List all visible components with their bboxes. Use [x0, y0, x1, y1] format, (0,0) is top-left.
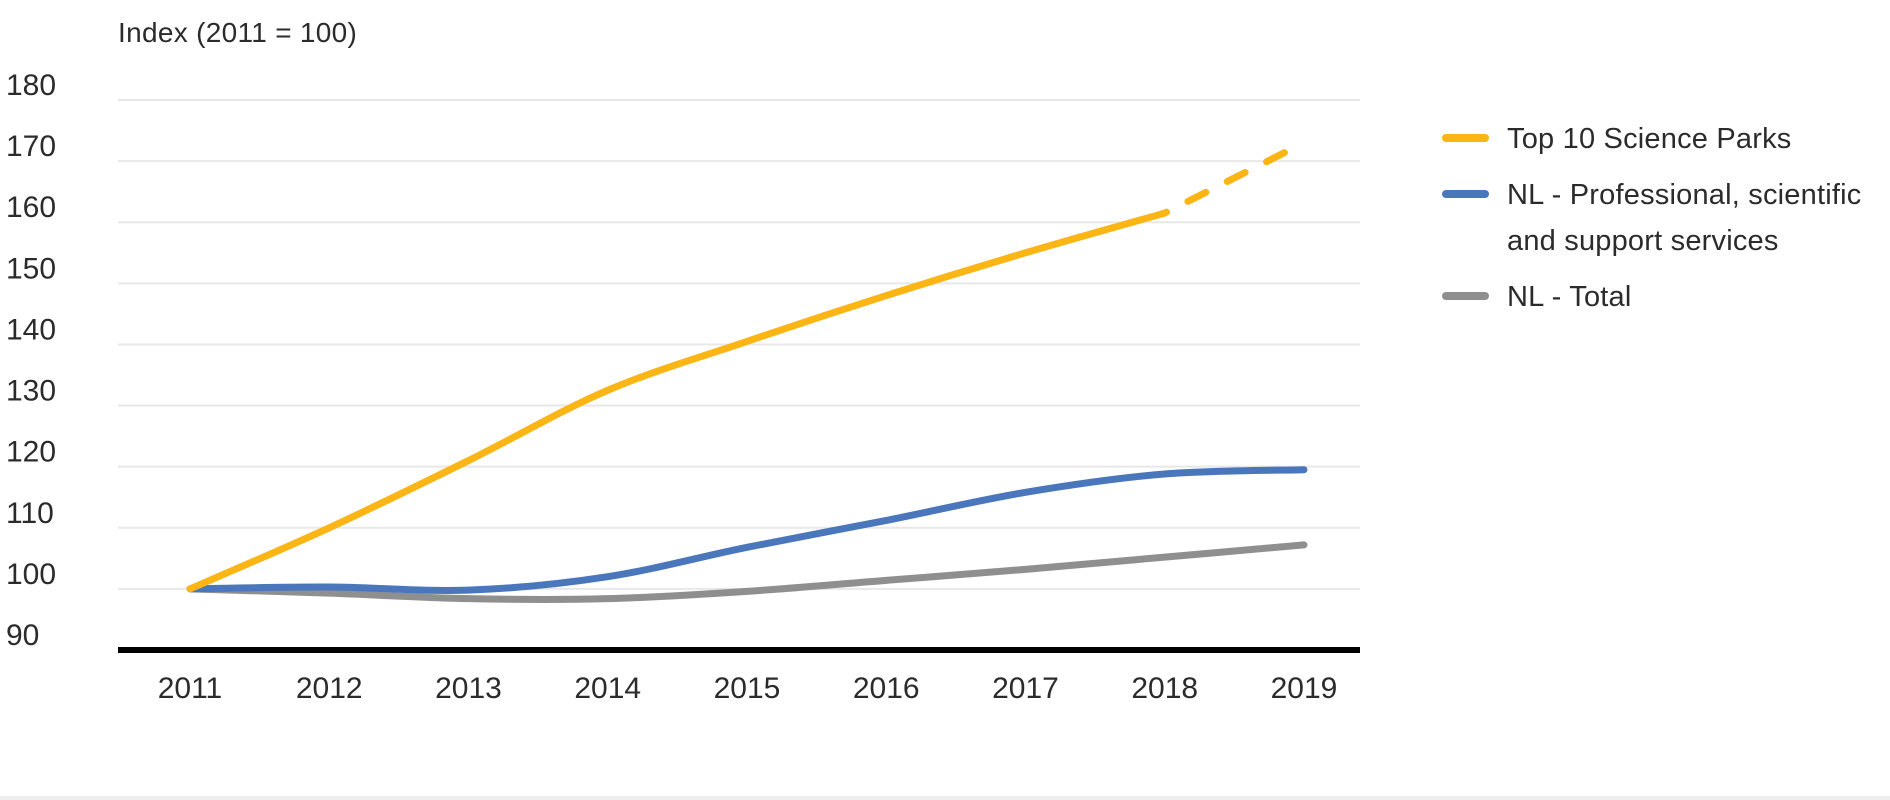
x-axis-tick-label: 2011 — [158, 672, 223, 705]
legend-label-nl-total: NL - Total — [1507, 281, 1632, 313]
legend-label-top10-science-parks: Top 10 Science Parks — [1507, 123, 1792, 155]
legend-item: Top 10 Science Parks — [1442, 116, 1890, 162]
legend-swatch-nl-professional — [1442, 190, 1489, 198]
x-axis-tick-label: 2017 — [992, 672, 1059, 705]
legend-label-nl-professional: NL - Professional, scientific and suppor… — [1507, 179, 1862, 257]
chart-title: Index (2011 = 100) — [118, 17, 358, 48]
legend-item: NL - Professional, scientific and suppor… — [1442, 172, 1890, 264]
series-line-top-10-science-parks-forecast-dashed — [1161, 139, 1308, 217]
series-line-nl-total — [186, 541, 1308, 603]
x-axis-tick-label: 2013 — [435, 672, 502, 705]
x-axis-tick-label: 2015 — [714, 672, 781, 705]
legend: Top 10 Science Parks NL - Professional, … — [1442, 116, 1890, 330]
y-axis-tick-label: 90 — [6, 619, 39, 652]
x-axis-tick-label: 2018 — [1131, 672, 1198, 705]
x-axis-tick-label: 2019 — [1271, 672, 1338, 705]
y-axis-tick-label: 160 — [6, 191, 56, 224]
y-axis-tick-label: 110 — [6, 497, 54, 530]
x-axis-tick-label: 2016 — [853, 672, 920, 705]
y-axis-tick-label: 140 — [6, 313, 56, 346]
legend-swatch-nl-total — [1442, 292, 1489, 300]
y-axis-tick-label: 150 — [6, 252, 56, 285]
page-edge-divider — [0, 796, 1890, 800]
y-axis-tick-label: 170 — [6, 130, 56, 163]
x-axis-tick-label: 2014 — [574, 672, 641, 705]
y-axis-tick-label: 100 — [6, 558, 56, 591]
x-axis-tick-label: 2012 — [296, 672, 363, 705]
y-axis-tick-label: 120 — [6, 436, 56, 469]
series-line-nl-professional-scientific-and-support-services — [186, 466, 1308, 595]
legend-swatch-top10-science-parks — [1442, 134, 1489, 142]
legend-item: NL - Total — [1442, 274, 1890, 320]
y-axis-tick-label: 130 — [6, 375, 56, 408]
y-axis-tick-label: 180 — [6, 69, 56, 102]
series-line-top-10-science-parks — [186, 209, 1169, 593]
